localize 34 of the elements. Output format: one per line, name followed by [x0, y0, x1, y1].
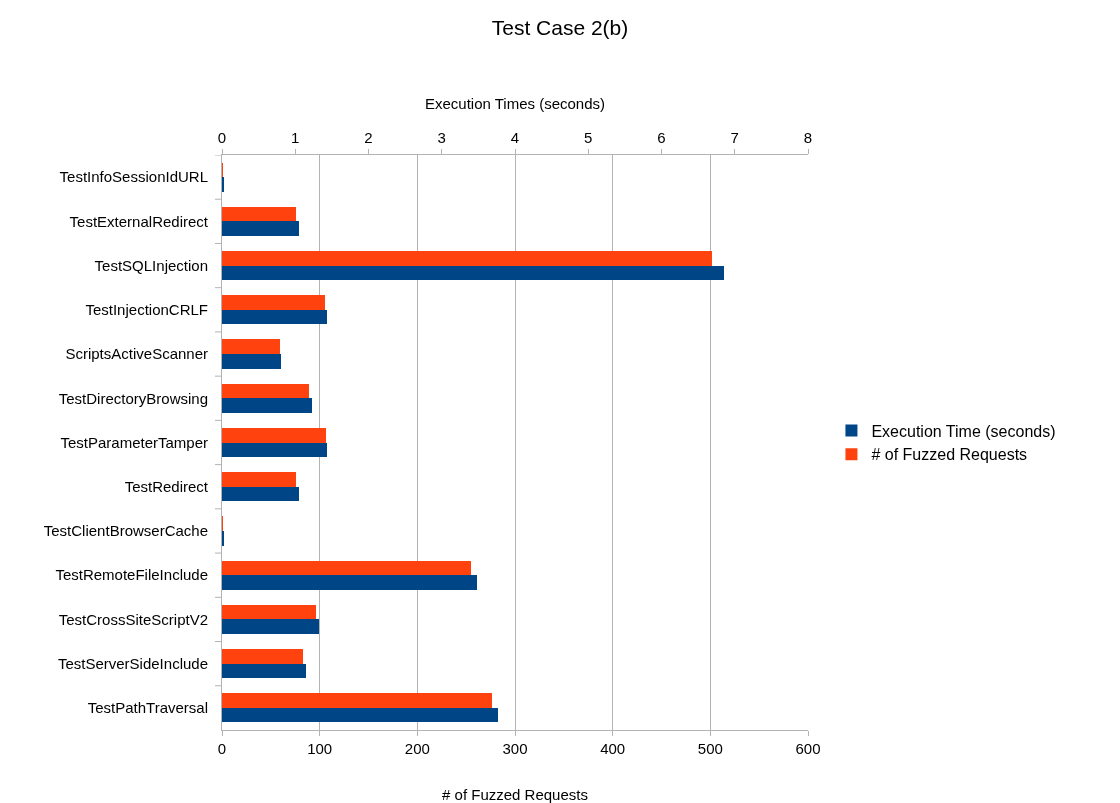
y-tick-label: TestPathTraversal — [87, 699, 208, 717]
chart-title: Test Case 2(b) — [491, 15, 629, 39]
y-tick-label: TestInfoSessionIdURL — [59, 168, 208, 186]
x2-tick-label: 2 — [364, 129, 373, 146]
x-axis-title: # of Fuzzed Requests — [442, 786, 588, 803]
x2-tick-label: 4 — [510, 129, 520, 146]
x2-tick-label: 8 — [803, 129, 813, 146]
x2-tick-label: 3 — [437, 129, 446, 146]
y-tick-label: ScriptsActiveScanner — [65, 345, 208, 363]
x2-tick-label: 7 — [730, 129, 739, 146]
x-tick-label: 400 — [600, 740, 626, 757]
y-tick-label: TestInjectionCRLF — [85, 301, 208, 319]
x-tick-label: 500 — [697, 740, 723, 757]
y-tick-label: TestDirectoryBrowsing — [58, 389, 208, 407]
y-tick-label: TestCrossSiteScriptV2 — [58, 610, 208, 628]
x-tick-label: 200 — [404, 740, 430, 757]
x-tick-label: 300 — [502, 740, 528, 757]
y-tick-label: TestSQLInjection — [94, 256, 208, 274]
y-tick-label: TestClientBrowserCache — [43, 522, 208, 540]
y-tick-label: TestRedirect — [124, 477, 209, 495]
x-tick-label: 600 — [795, 740, 821, 757]
y-tick-label: TestServerSideInclude — [57, 654, 208, 672]
x2-tick-label: 0 — [217, 129, 227, 146]
legend-label: Execution Time (seconds) — [871, 422, 1056, 440]
x2-axis-title: Execution Times (seconds) — [424, 95, 606, 113]
y-tick-label: TestParameterTamper — [60, 433, 208, 451]
y-tick-label: TestExternalRedirect — [69, 212, 209, 230]
x-tick-label: 0 — [217, 740, 227, 757]
x2-tick-label: 6 — [657, 129, 666, 146]
x-tick-label: 100 — [307, 740, 333, 757]
y-tick-label: TestRemoteFileInclude — [55, 566, 208, 584]
legend-label: # of Fuzzed Requests — [871, 446, 1028, 464]
x2-tick-label: 1 — [291, 129, 300, 146]
x2-tick-label: 5 — [584, 129, 593, 146]
